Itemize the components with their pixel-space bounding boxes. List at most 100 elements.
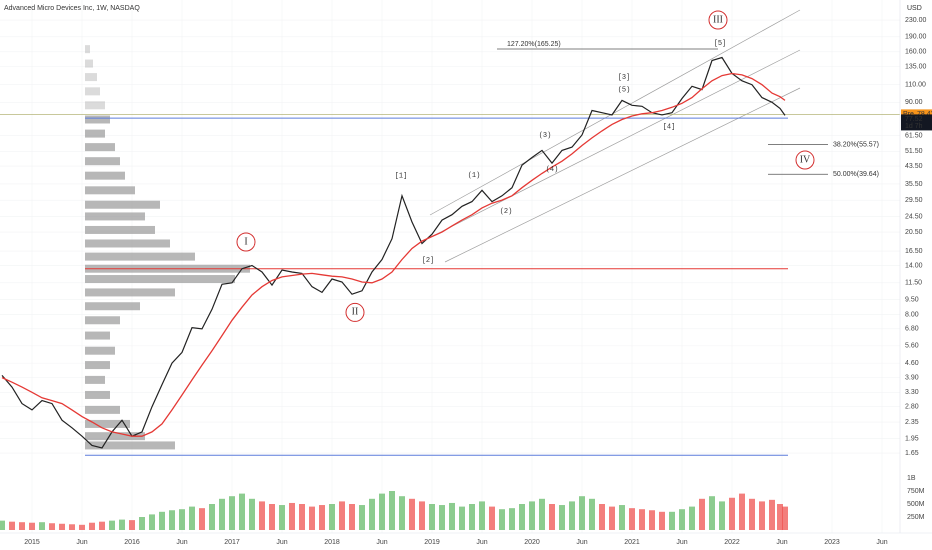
profile-bar [85,101,105,110]
profile-bar [85,441,175,450]
volume-bar [79,524,85,530]
volume-bar [409,498,415,530]
volume-tick-label: 250M [907,514,925,521]
wave-label: III [713,14,723,25]
y-tick-label: 3.90 [905,374,919,381]
volume-bar [439,505,445,530]
volume-bar [159,511,165,530]
y-tick-label: 90.00 [905,99,923,106]
profile-bar [85,115,110,124]
x-tick-label: Jun [876,539,887,546]
y-tick-label: 230.00 [905,17,927,24]
volume-bar [579,496,585,530]
volume-bar [679,509,685,530]
y-tick-label: 5.60 [905,343,919,350]
y-tick-label: 1.65 [905,450,919,457]
y-tick-label: 24.50 [905,213,923,220]
currency: USD [907,5,922,12]
wave-label: II [352,307,359,318]
volume-bar [229,496,235,530]
wave-label: [3] [618,74,631,82]
volume-bar [449,502,455,530]
volume-bar [239,493,245,530]
volume-bar [509,508,515,530]
annotations: 127.20%(165.25) 38.20%(55.57) 50.00%(39.64… [236,10,879,322]
volume-bar [319,505,325,530]
x-tick-label: Jun [176,539,187,546]
wave-label: (5) [618,86,631,94]
fib-label: 127.20%(165.25) [507,41,561,48]
chart-title: Advanced Micro Devices Inc, 1W, NASDAQ [4,5,140,12]
profile-bar [85,375,105,384]
last-price: 77.52 [905,116,923,123]
x-tick-label: 2021 [624,539,640,546]
volume-bar [769,499,775,530]
profile-bar [85,302,140,311]
wave-label: (4) [546,166,559,174]
volume-bar [249,498,255,530]
profile-bar [85,361,110,370]
volume-bar [19,522,25,530]
y-tick-label: 6.80 [905,326,919,333]
volume-bar [39,522,45,530]
volume-bar [782,506,788,530]
volume-bar [649,510,655,530]
volume-bar [459,506,465,530]
volume-bar [219,498,225,530]
profile-bar [85,200,160,209]
volume-bar [739,493,745,530]
volume-bar [9,521,15,530]
y-tick-label: 16.50 [905,248,923,255]
y-tick-label: 61.50 [905,133,923,140]
volume-bar [139,517,145,530]
volume-bar [279,505,285,530]
volume-bar [429,504,435,530]
wave-circle [236,232,256,252]
volume-bar [259,501,265,530]
x-tick-label: 2023 [824,539,840,546]
volume-bar [339,501,345,530]
volume-bar [659,511,665,530]
volume-bar [269,504,275,530]
volume-bar [629,508,635,530]
x-tick-label: Jun [476,539,487,546]
volume-bar [29,522,35,530]
volume-bar [699,498,705,530]
x-tick-label: Jun [576,539,587,546]
volume-bar [309,506,315,530]
channel-line [424,49,801,241]
volume-bar [549,504,555,530]
volume-bar [89,522,95,530]
volume-bar [599,504,605,530]
volume-bar [149,514,155,530]
profile-bar [85,143,115,152]
trend-channel [424,9,801,263]
y-tick-label: 43.50 [905,163,923,170]
volume-bar [777,504,783,530]
volume-bar [609,506,615,530]
profile-bar [85,45,90,54]
wave-label: [1] [395,173,408,181]
volume [0,491,788,530]
profile-bar [85,87,100,96]
x-tick-label: 2017 [224,539,240,546]
volume-bar [569,501,575,530]
volume-bar [489,506,495,530]
volume-bar [639,509,645,530]
x-tick-label: 2015 [24,539,40,546]
volume-bar [589,498,595,530]
y-tick-label: 110.00 [905,82,926,89]
y-tick-label: 4.60 [905,360,919,367]
wave-label: [4] [663,124,676,132]
volume-bar [369,498,375,530]
volume-bar [759,501,765,530]
volume-bar [419,501,425,530]
wave-label: (3) [539,132,552,140]
wave-label: (1) [468,172,481,180]
channel-line [429,9,801,216]
y-tick-label: 190.00 [905,34,927,41]
volume-bar [209,504,215,530]
y-tick-label: 20.50 [905,229,923,236]
volume-bar [539,498,545,530]
